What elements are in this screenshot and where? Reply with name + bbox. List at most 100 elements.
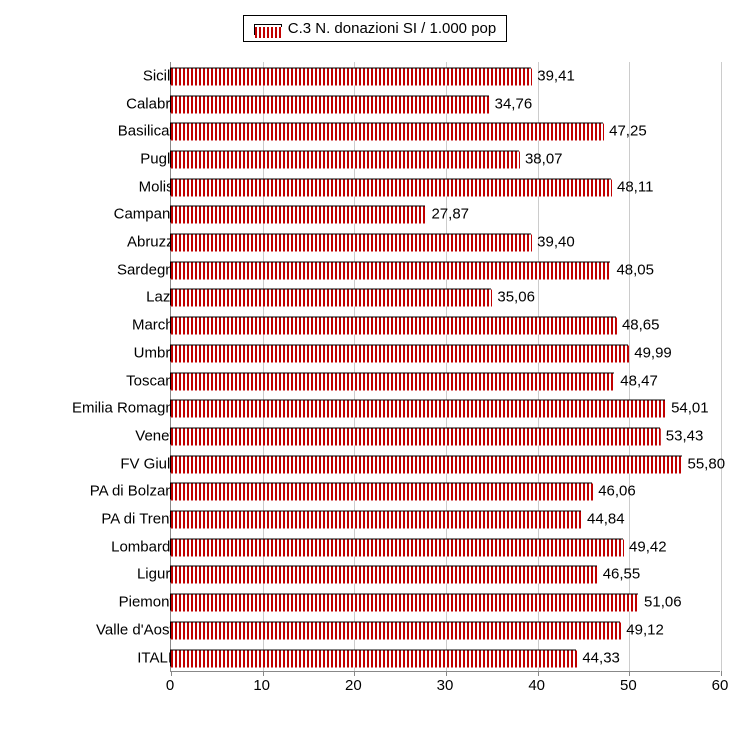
bar xyxy=(170,289,491,306)
bar xyxy=(170,400,665,417)
bar-value-label: 48,65 xyxy=(622,317,660,334)
bar-value-label: 38,07 xyxy=(525,150,563,167)
bar-row: Veneto 53,43 xyxy=(20,422,740,450)
category-label: PA di Bolzano xyxy=(37,483,182,500)
bar xyxy=(170,511,581,528)
bar-row: Molise 48,11 xyxy=(20,173,740,201)
bar-value-label: 49,12 xyxy=(626,621,664,638)
x-tick xyxy=(263,671,264,676)
bar xyxy=(170,123,603,140)
category-label: Lazio xyxy=(37,289,182,306)
x-tick xyxy=(538,671,539,676)
bar xyxy=(170,317,616,334)
bar-row: Calabria 34,76 xyxy=(20,90,740,118)
bar xyxy=(170,344,628,361)
category-label: Piemonte xyxy=(37,594,182,611)
bar-value-label: 46,06 xyxy=(598,483,636,500)
bar-row: Marche 48,65 xyxy=(20,311,740,339)
category-label: Basilicata xyxy=(37,123,182,140)
category-label: Emilia Romagna xyxy=(37,400,182,417)
bar-value-label: 39,40 xyxy=(537,234,575,251)
bar-value-label: 48,47 xyxy=(620,372,658,389)
x-tick-label: 0 xyxy=(150,677,190,694)
bar-row: Lombardia 49,42 xyxy=(20,533,740,561)
bar xyxy=(170,594,638,611)
chart-container: C.3 N. donazioni SI / 1.000 pop 0 10 20 30 4… xyxy=(0,0,750,734)
category-label: Umbria xyxy=(37,344,182,361)
bar-row: Sardegna48,05 xyxy=(20,256,740,284)
bar-row: PA di Bolzano 46,06 xyxy=(20,478,740,506)
bar-row: Toscana 48,47 xyxy=(20,367,740,395)
legend-box: C.3 N. donazioni SI / 1.000 pop xyxy=(243,15,507,42)
category-label: Abruzzo xyxy=(37,234,182,251)
x-tick xyxy=(354,671,355,676)
category-label: Molise xyxy=(37,178,182,195)
bar xyxy=(170,206,425,223)
bar-value-label: 44,84 xyxy=(587,511,625,528)
x-tick xyxy=(721,671,722,676)
bar xyxy=(170,178,611,195)
x-tick-label: 60 xyxy=(700,677,740,694)
bar-value-label: 49,99 xyxy=(634,344,672,361)
bar-row: ITALIA 44,33 xyxy=(20,644,740,672)
bar xyxy=(170,261,610,278)
bar xyxy=(170,566,597,583)
bar xyxy=(170,95,489,112)
x-tick-label: 10 xyxy=(242,677,282,694)
legend-swatch xyxy=(254,24,282,35)
chart-legend: C.3 N. donazioni SI / 1.000 pop xyxy=(10,15,740,42)
x-tick xyxy=(629,671,630,676)
category-label: Puglia xyxy=(37,150,182,167)
category-label: Veneto xyxy=(37,427,182,444)
category-label: ITALIA xyxy=(37,649,182,666)
bar xyxy=(170,427,660,444)
category-label: Calabria xyxy=(37,95,182,112)
bar-value-label: 54,01 xyxy=(671,400,709,417)
category-label: Lombardia xyxy=(37,538,182,555)
bar-row: Campania 27,87 xyxy=(20,201,740,229)
category-label: Liguria xyxy=(37,566,182,583)
category-label: Sicilia xyxy=(37,67,182,84)
bar-row: Liguria 46,55 xyxy=(20,561,740,589)
x-tick-label: 20 xyxy=(333,677,373,694)
category-label: Sardegna xyxy=(37,261,182,278)
bar-value-label: 46,55 xyxy=(603,566,641,583)
bar xyxy=(170,150,519,167)
bar xyxy=(170,621,620,638)
x-tick-label: 40 xyxy=(517,677,557,694)
category-label: Campania xyxy=(37,206,182,223)
x-tick-label: 30 xyxy=(425,677,465,694)
x-tick xyxy=(446,671,447,676)
category-label: Toscana xyxy=(37,372,182,389)
bar-row: Piemonte 51,06 xyxy=(20,588,740,616)
bar-row: Lazio35,06 xyxy=(20,284,740,312)
bar xyxy=(170,372,614,389)
x-tick-label: 50 xyxy=(608,677,648,694)
bar xyxy=(170,455,682,472)
bar-value-label: 48,11 xyxy=(617,178,653,195)
bar-value-label: 47,25 xyxy=(609,123,647,140)
bar-row: PA di Trento44,84 xyxy=(20,505,740,533)
bar xyxy=(170,649,576,666)
category-label: Valle d'Aosta xyxy=(37,621,182,638)
bar-row: Emilia Romagna 54,01 xyxy=(20,394,740,422)
bar-value-label: 44,33 xyxy=(582,649,620,666)
bar-value-label: 34,76 xyxy=(495,95,533,112)
bar xyxy=(170,234,531,251)
bar-value-label: 53,43 xyxy=(666,427,704,444)
plot-area: 0 10 20 30 40 50 60 Sicilia 39,41 Calabria 34,76 B… xyxy=(20,62,740,702)
bar-row: Valle d'Aosta 49,12 xyxy=(20,616,740,644)
bar xyxy=(170,538,623,555)
category-label: Marche xyxy=(37,317,182,334)
bar-value-label: 55,80 xyxy=(688,455,726,472)
bar-value-label: 27,87 xyxy=(431,206,469,223)
x-tick xyxy=(171,671,172,676)
bar xyxy=(170,67,531,84)
bar-value-label: 51,06 xyxy=(644,594,682,611)
bar-value-label: 49,42 xyxy=(629,538,667,555)
bar-row: FV Giulia55,80 xyxy=(20,450,740,478)
bar-row: Puglia 38,07 xyxy=(20,145,740,173)
bar-value-label: 39,41 xyxy=(537,67,575,84)
bar-row: Basilicata 47,25 xyxy=(20,117,740,145)
bar xyxy=(170,483,592,500)
